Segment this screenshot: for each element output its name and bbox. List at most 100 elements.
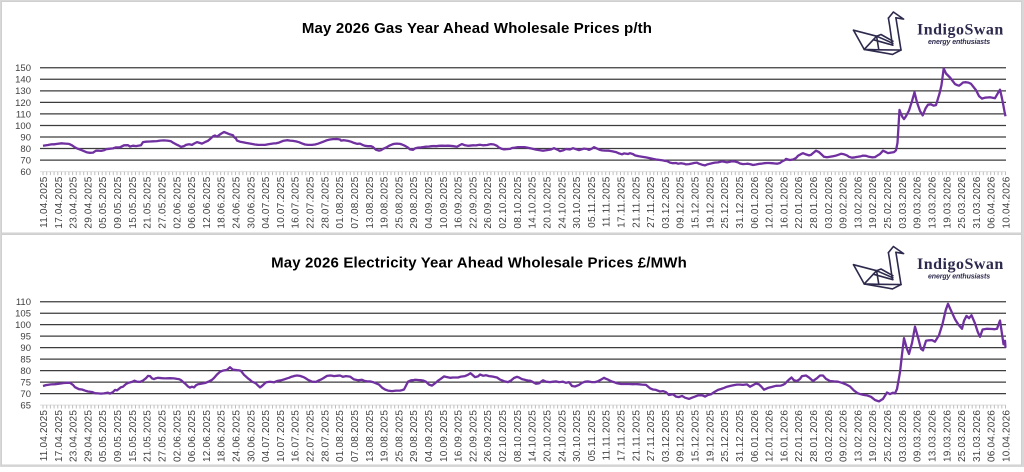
svg-text:31.03.2026: 31.03.2026 <box>972 176 983 228</box>
svg-text:10.09.2025: 10.09.2025 <box>439 176 450 228</box>
svg-text:11.11.2025: 11.11.2025 <box>602 176 613 227</box>
svg-text:25.02.2026: 25.02.2026 <box>883 410 894 462</box>
svg-text:26.09.2025: 26.09.2025 <box>483 410 494 462</box>
svg-text:29.08.2025: 29.08.2025 <box>409 410 420 462</box>
svg-text:17.11.2025: 17.11.2025 <box>617 176 628 228</box>
svg-text:09.05.2025: 09.05.2025 <box>113 176 124 228</box>
svg-text:150: 150 <box>15 63 31 74</box>
svg-text:25.12.2025: 25.12.2025 <box>720 410 731 462</box>
svg-text:06.01.2026: 06.01.2026 <box>750 176 761 228</box>
svg-text:25.08.2025: 25.08.2025 <box>394 410 405 462</box>
svg-text:10.09.2025: 10.09.2025 <box>439 410 450 462</box>
svg-text:16.09.2025: 16.09.2025 <box>454 410 465 462</box>
svg-text:IndigoSwan: IndigoSwan <box>917 256 1004 273</box>
svg-text:02.10.2025: 02.10.2025 <box>498 176 509 228</box>
svg-text:16.01.2026: 16.01.2026 <box>779 410 790 462</box>
svg-text:19.02.2026: 19.02.2026 <box>868 410 879 462</box>
svg-text:80: 80 <box>20 366 31 377</box>
svg-text:07.08.2025: 07.08.2025 <box>350 176 361 228</box>
svg-text:25.03.2026: 25.03.2026 <box>957 176 968 228</box>
svg-text:May 2026 Electricity Year Ahea: May 2026 Electricity Year Ahead Wholesal… <box>271 255 687 272</box>
svg-text:100: 100 <box>15 320 31 331</box>
svg-text:29.04.2025: 29.04.2025 <box>83 176 94 228</box>
svg-text:24.10.2025: 24.10.2025 <box>557 410 568 462</box>
svg-text:19.08.2025: 19.08.2025 <box>380 410 391 462</box>
svg-text:05.05.2025: 05.05.2025 <box>98 410 109 462</box>
svg-text:130: 130 <box>15 86 31 97</box>
svg-text:11.04.2025: 11.04.2025 <box>39 176 50 228</box>
svg-text:19.03.2026: 19.03.2026 <box>942 176 953 228</box>
svg-text:02.10.2025: 02.10.2025 <box>498 410 509 462</box>
svg-text:05.11.2025: 05.11.2025 <box>587 410 598 462</box>
svg-text:16.09.2025: 16.09.2025 <box>454 176 465 228</box>
svg-text:27.11.2025: 27.11.2025 <box>646 176 657 228</box>
svg-text:16.07.2025: 16.07.2025 <box>291 176 302 228</box>
svg-text:03.12.2025: 03.12.2025 <box>661 176 672 228</box>
svg-text:06.04.2026: 06.04.2026 <box>987 410 998 462</box>
svg-text:29.08.2025: 29.08.2025 <box>409 176 420 228</box>
svg-text:03.03.2026: 03.03.2026 <box>898 410 909 462</box>
svg-text:28.01.2026: 28.01.2026 <box>809 410 820 462</box>
svg-text:21.11.2025: 21.11.2025 <box>631 410 642 462</box>
svg-text:25.02.2026: 25.02.2026 <box>883 176 894 228</box>
svg-text:08.10.2025: 08.10.2025 <box>513 176 524 228</box>
svg-text:16.01.2026: 16.01.2026 <box>779 176 790 228</box>
svg-text:100: 100 <box>15 121 31 132</box>
svg-text:20.10.2025: 20.10.2025 <box>543 176 554 228</box>
svg-text:04.07.2025: 04.07.2025 <box>261 176 272 228</box>
svg-text:energy enthusiasts: energy enthusiasts <box>928 274 990 281</box>
svg-text:90: 90 <box>20 343 31 354</box>
svg-text:29.04.2025: 29.04.2025 <box>83 410 94 462</box>
svg-text:17.04.2025: 17.04.2025 <box>54 410 65 462</box>
svg-text:10.07.2025: 10.07.2025 <box>276 176 287 228</box>
svg-text:110: 110 <box>16 109 31 120</box>
svg-text:28.01.2026: 28.01.2026 <box>809 176 820 228</box>
svg-text:04.09.2025: 04.09.2025 <box>424 176 435 228</box>
svg-text:27.11.2025: 27.11.2025 <box>646 410 657 462</box>
svg-text:120: 120 <box>15 98 31 109</box>
svg-text:10.04.2026: 10.04.2026 <box>1002 176 1013 228</box>
svg-text:IndigoSwan: IndigoSwan <box>917 22 1004 39</box>
svg-text:03.02.2026: 03.02.2026 <box>824 410 835 462</box>
svg-text:23.04.2025: 23.04.2025 <box>69 410 80 462</box>
svg-text:21.05.2025: 21.05.2025 <box>143 176 154 228</box>
svg-text:12.01.2026: 12.01.2026 <box>765 410 776 462</box>
svg-text:14.10.2025: 14.10.2025 <box>528 410 539 462</box>
svg-text:31.03.2026: 31.03.2026 <box>972 410 983 462</box>
svg-text:28.07.2025: 28.07.2025 <box>320 176 331 228</box>
svg-text:09.05.2025: 09.05.2025 <box>113 410 124 462</box>
svg-text:11.11.2025: 11.11.2025 <box>602 410 613 461</box>
svg-text:06.01.2026: 06.01.2026 <box>750 410 761 462</box>
svg-text:22.01.2026: 22.01.2026 <box>794 410 805 462</box>
svg-text:27.05.2025: 27.05.2025 <box>158 176 169 228</box>
svg-text:01.08.2025: 01.08.2025 <box>335 176 346 228</box>
svg-text:03.03.2026: 03.03.2026 <box>898 176 909 228</box>
svg-text:09.03.2026: 09.03.2026 <box>913 410 924 462</box>
svg-text:15.05.2025: 15.05.2025 <box>128 410 139 462</box>
svg-text:19.12.2025: 19.12.2025 <box>705 410 716 462</box>
svg-text:09.03.2026: 09.03.2026 <box>913 176 924 228</box>
svg-text:03.12.2025: 03.12.2025 <box>661 410 672 462</box>
svg-text:19.12.2025: 19.12.2025 <box>705 176 716 228</box>
svg-text:05.11.2025: 05.11.2025 <box>587 176 598 228</box>
svg-text:20.10.2025: 20.10.2025 <box>543 410 554 462</box>
svg-text:26.09.2025: 26.09.2025 <box>483 176 494 228</box>
svg-text:06.04.2026: 06.04.2026 <box>987 176 998 228</box>
svg-text:70: 70 <box>20 389 31 400</box>
svg-text:07.08.2025: 07.08.2025 <box>350 410 361 462</box>
svg-text:17.04.2025: 17.04.2025 <box>54 176 65 228</box>
svg-text:25.03.2026: 25.03.2026 <box>957 410 968 462</box>
svg-text:80: 80 <box>20 144 31 155</box>
svg-text:13.03.2026: 13.03.2026 <box>928 176 939 228</box>
svg-text:15.05.2025: 15.05.2025 <box>128 176 139 228</box>
svg-text:10.04.2026: 10.04.2026 <box>1002 410 1013 462</box>
svg-text:04.09.2025: 04.09.2025 <box>424 410 435 462</box>
svg-text:24.06.2025: 24.06.2025 <box>232 176 243 228</box>
svg-text:60: 60 <box>20 167 31 178</box>
svg-text:May 2026 Gas Year Ahead Wholes: May 2026 Gas Year Ahead Wholesale Prices… <box>302 20 652 37</box>
svg-text:75: 75 <box>20 378 31 389</box>
svg-text:24.10.2025: 24.10.2025 <box>557 176 568 228</box>
svg-text:22.09.2025: 22.09.2025 <box>468 176 479 228</box>
svg-text:12.06.2025: 12.06.2025 <box>202 410 213 462</box>
svg-text:09.12.2025: 09.12.2025 <box>676 176 687 228</box>
